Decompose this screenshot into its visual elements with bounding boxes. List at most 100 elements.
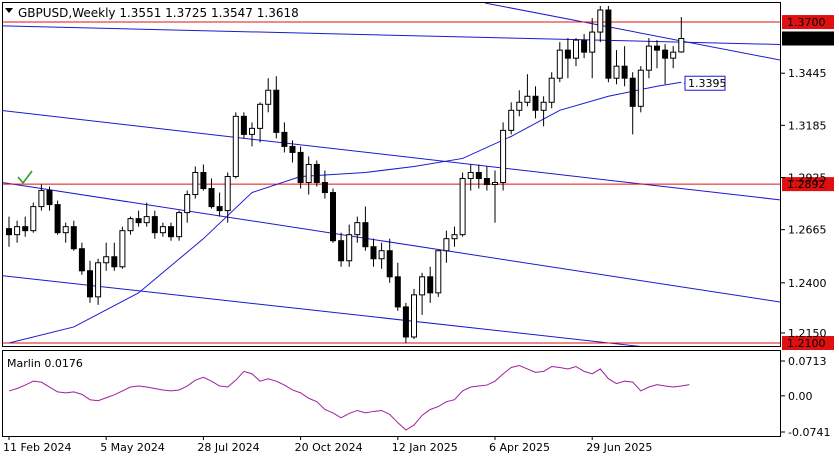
y-tick-label: 1.2665 [788,224,827,237]
candle-bull-body [249,127,255,135]
candle [208,178,215,209]
candle [394,262,401,311]
candle [467,164,474,191]
candle [127,216,134,235]
candle [313,160,320,187]
candle [70,220,77,251]
candle-bull-body [500,129,507,184]
chart-title: GBPUSD,Weekly 1.3551 1.3725 1.3547 1.361… [18,6,299,20]
candle [483,166,490,191]
candle-bear-body [581,39,588,53]
candle [354,216,361,243]
candle [46,186,53,211]
candle-bear-body [135,218,142,224]
candle [654,40,660,69]
axis-labels: 1.3445 1.3185 1.2925 1.2665 1.2400 1.2150 11 F… [3,67,827,454]
candle-bull-body [62,226,69,234]
candle [143,202,150,227]
candle-bull-body [103,256,110,264]
candle-bear-body [475,171,482,180]
candle [605,6,612,83]
y-tick-label: 1.3185 [788,119,827,132]
candle [62,222,69,243]
candle-bear-body [78,248,85,272]
level-price-tag [782,335,834,350]
symbol-dropdown-icon[interactable] [5,8,13,13]
candle-bear-body [22,226,29,232]
candle [540,96,547,127]
channel-line [3,182,780,303]
candle [411,288,417,339]
candle [224,172,231,223]
indicator-tick-label: 0.00 [788,390,813,403]
candle-bear-body [281,131,288,147]
candle [119,226,126,269]
candle [459,172,466,237]
x-tick-label: 6 Apr 2025 [489,441,550,454]
ma-label: 1.3395 [688,77,727,90]
candle [443,230,450,263]
candle [111,242,118,271]
candle-bear-body [6,228,12,236]
x-tick-label: 20 Oct 2024 [295,441,363,454]
candle-bull-body [492,182,498,186]
level-price-tag [782,15,834,30]
candle-bear-body [629,77,636,107]
level-price-tag [782,177,834,192]
candle [240,112,247,139]
candle [95,258,102,305]
candle-bull-body [127,218,134,232]
candle-bear-body [240,115,247,135]
candle [22,216,29,237]
indicator-tick-label: -0.0741 [788,426,830,439]
candle [532,86,539,119]
candle-bull-body [645,45,652,71]
candle [621,46,628,87]
price-axis [781,2,839,438]
indicator-tick-label: 0.0713 [788,355,827,368]
horizontal-levels: 1.3700 1.2892 1.2100 1.3618 [3,15,834,350]
candle [589,18,596,79]
candle-bear-body [87,270,93,298]
candle [548,72,555,109]
candle [597,6,604,43]
check-mark-icon [17,170,33,185]
candle-bull-body [95,262,102,298]
candle-bull-body [435,250,442,294]
candle-bull-body [232,115,239,178]
channel-line [3,25,780,45]
marlin-oscillator: 0.0713 0.00 -0.0741 [8,355,830,439]
current-price-label: 1.3618 [787,33,826,46]
candle-bear-body [289,145,296,153]
candle-bull-body [597,9,604,33]
candle-bear-body [394,276,401,308]
y-tick-label: 1.3445 [788,67,827,80]
candle-bear-body [427,276,434,294]
candle-bull-body [419,276,426,296]
candle [516,90,523,117]
candle [168,222,174,241]
candle-bull-body [508,109,515,131]
candle-bear-body [208,188,215,208]
candle [402,302,409,343]
moving-average: 1.3395 [8,75,727,344]
candle-bull-body [30,206,37,232]
candle [87,260,93,303]
candle [216,192,223,217]
channel-lines [3,3,780,346]
candle [346,224,353,267]
candle-bull-body [451,234,458,240]
candle [6,216,12,247]
y-tick-label: 1.2925 [788,172,827,185]
candles [6,6,685,343]
candle [451,226,458,247]
candle [338,232,345,267]
indicator-panel-frame [2,350,781,437]
candle [637,66,644,113]
candle [670,46,677,69]
current-price-tag [782,31,834,46]
x-tick-label: 11 Feb 2024 [3,441,71,454]
candle-bull-body [548,77,555,103]
candle-bull-body [305,163,312,184]
